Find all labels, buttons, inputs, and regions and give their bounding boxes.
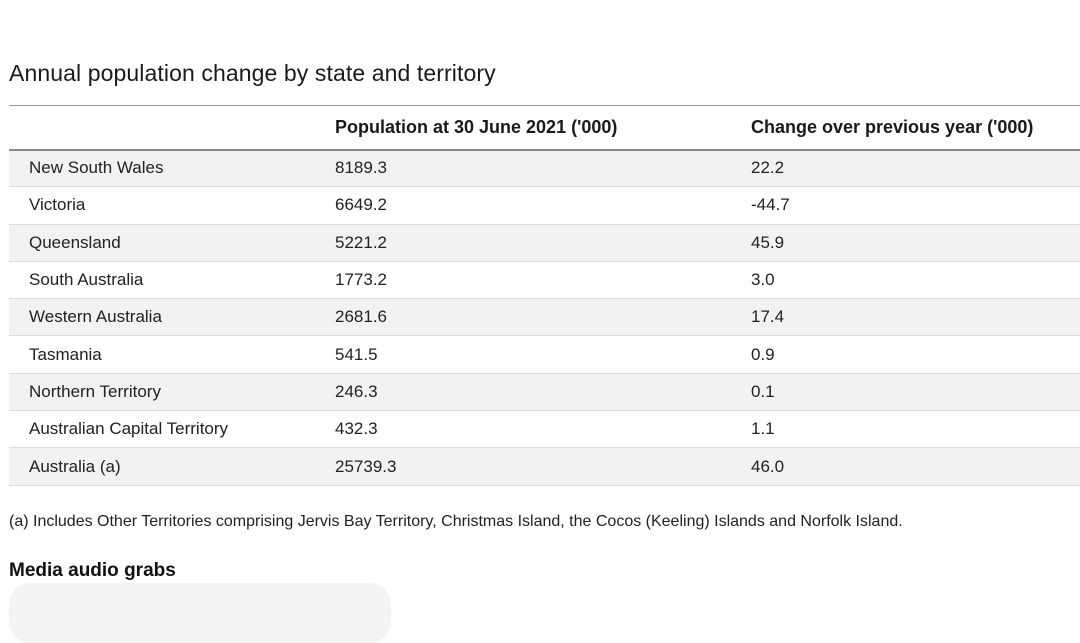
table-row: Australia (a) 25739.3 46.0 [9, 447, 1080, 486]
cell-change: 45.9 [751, 232, 785, 252]
table-footnote: (a) Includes Other Territories comprisin… [9, 513, 903, 530]
cell-state: Northern Territory [29, 381, 161, 401]
cell-population: 2681.6 [335, 307, 387, 327]
cell-state: Australia (a) [29, 456, 121, 476]
table-row: Northern Territory 246.3 0.1 [9, 373, 1080, 411]
table-title: Annual population change by state and te… [9, 60, 496, 86]
cell-change: 17.4 [751, 307, 785, 327]
page: Annual population change by state and te… [9, 60, 1080, 643]
cell-state: Queensland [29, 232, 121, 252]
table-row: New South Wales 8189.3 22.2 [9, 149, 1080, 187]
cell-change: -44.7 [751, 195, 790, 215]
table-row: Australian Capital Territory 432.3 1.1 [9, 411, 1080, 448]
cell-state: South Australia [29, 270, 144, 290]
cell-population: 5221.2 [335, 232, 387, 252]
table-row: Tasmania 541.5 0.9 [9, 336, 1080, 374]
cell-state: New South Wales [29, 158, 164, 178]
cell-population: 8189.3 [335, 158, 387, 178]
header-state [9, 106, 335, 150]
cell-population: 246.3 [335, 381, 378, 401]
cell-population: 25739.3 [335, 456, 397, 476]
cell-state: Tasmania [29, 344, 102, 364]
cell-change: 3.0 [751, 270, 775, 290]
cell-state: Western Australia [29, 307, 162, 327]
cell-change: 1.1 [751, 419, 775, 439]
cell-change: 22.2 [751, 158, 785, 178]
cell-state: Victoria [29, 195, 86, 215]
cell-change: 0.1 [751, 381, 775, 401]
cell-population: 6649.2 [335, 195, 387, 215]
cell-population: 432.3 [335, 419, 378, 439]
cell-state: Australian Capital Territory [29, 419, 229, 439]
header-population: Population at 30 June 2021 ('000) [335, 116, 618, 137]
table-row: South Australia 1773.2 3.0 [9, 261, 1080, 299]
cell-change: 0.9 [751, 344, 775, 364]
table-row: Queensland 5221.2 45.9 [9, 224, 1080, 262]
table-row: Victoria 6649.2 -44.7 [9, 187, 1080, 225]
cell-population: 541.5 [335, 344, 378, 364]
table-row: Western Australia 2681.6 17.4 [9, 298, 1080, 336]
population-table: Population at 30 June 2021 ('000) Change… [9, 105, 1080, 486]
audio-player-card[interactable] [9, 583, 391, 643]
cell-change: 46.0 [751, 456, 785, 476]
media-audio-heading: Media audio grabs [9, 560, 176, 581]
table-header-row: Population at 30 June 2021 ('000) Change… [9, 105, 1080, 150]
cell-population: 1773.2 [335, 270, 387, 290]
header-change: Change over previous year ('000) [751, 116, 1034, 137]
